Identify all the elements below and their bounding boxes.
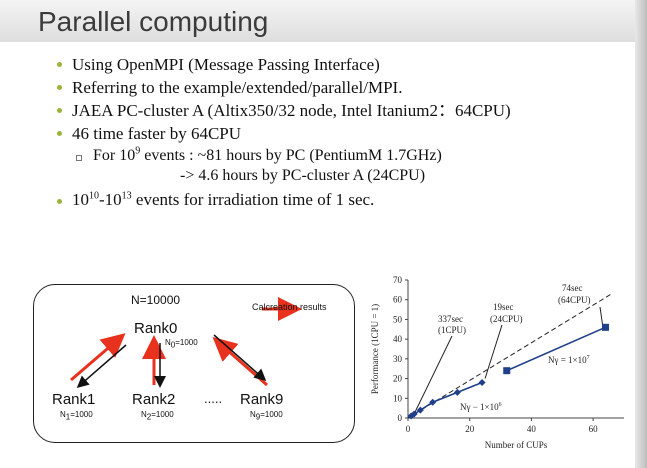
leader-24cpu bbox=[484, 324, 503, 379]
rank0-count: N0=1000 bbox=[165, 338, 198, 350]
sub-bullet-marker bbox=[76, 155, 82, 161]
y-tick-label: 10 bbox=[393, 393, 403, 403]
x-tick-label: 40 bbox=[527, 424, 537, 434]
sub-bullet-rest: events : ~81 hours by PC (PentiumM 1.7GH… bbox=[140, 147, 442, 164]
diagram-arrows bbox=[70, 297, 302, 388]
rank1-count: N1=1000 bbox=[60, 410, 93, 422]
y-tick-label: 50 bbox=[393, 314, 403, 324]
y-tick-label: 60 bbox=[393, 295, 403, 305]
rank9-n-val: =1000 bbox=[260, 410, 283, 419]
window-edge bbox=[635, 0, 647, 468]
bullet-marker bbox=[57, 199, 62, 204]
rank0-n-val: =1000 bbox=[175, 338, 198, 347]
rank1-n: N bbox=[60, 410, 66, 419]
bullet-marker bbox=[57, 131, 62, 136]
bullet-marker bbox=[57, 85, 62, 90]
arrow-rank0-to-rank1 bbox=[76, 344, 127, 388]
series-line-2 bbox=[506, 326, 606, 372]
bullet-5: 1010-1013 events for irradiation time of… bbox=[72, 190, 374, 210]
rank0-n-sub: 0 bbox=[170, 340, 176, 350]
slide-title: Parallel computing bbox=[38, 6, 269, 37]
range-end-exp: 13 bbox=[121, 190, 132, 202]
series-point bbox=[453, 388, 461, 396]
rank2-n-sub: 2 bbox=[146, 412, 152, 422]
leader-64cpu bbox=[599, 306, 603, 325]
y-axis-label: Performance (1CPU = 1) bbox=[370, 304, 380, 394]
sub-bullet-line2: -> 4.6 hours by PC-cluster A (24CPU) bbox=[180, 167, 426, 184]
bullet-2: Referring to the example/extended/parall… bbox=[72, 78, 403, 97]
x-tick-label: 20 bbox=[465, 424, 475, 434]
annotation-74sec: 74sec bbox=[562, 283, 583, 293]
bullet-5-rest: events for irradiation time of 1 sec. bbox=[131, 190, 375, 209]
range-start: 10 bbox=[72, 190, 89, 209]
leader-1cpu bbox=[414, 335, 453, 413]
y-tick-label: 70 bbox=[393, 275, 403, 285]
series-point bbox=[407, 412, 415, 420]
rank9-n-sub: 9 bbox=[255, 412, 261, 422]
bullet-4: 46 time faster by 64CPU bbox=[72, 124, 242, 143]
annotation-24cpu: (24CPU) bbox=[490, 314, 523, 324]
bullet-1: Using OpenMPI (Message Passing Interface… bbox=[72, 55, 380, 74]
series-point bbox=[429, 398, 437, 406]
y-tick-label: 30 bbox=[393, 354, 403, 364]
bullet-3: JAEA PC-cluster A (Altix350/32 node, Int… bbox=[72, 101, 511, 120]
title-bar bbox=[0, 0, 647, 42]
chart-svg: 0 10 20 30 40 50 60 70 0 20 40 60 Number of CUPs Perf… bbox=[370, 275, 624, 450]
rank9-count: N9=1000 bbox=[250, 410, 283, 422]
performance-chart: 0 10 20 30 40 50 60 70 0 20 40 60 Number of CUPs Perf… bbox=[362, 270, 632, 460]
arrow-rank0-to-rank9 bbox=[213, 334, 267, 381]
sub-bullet-prefix: For 10 bbox=[93, 147, 136, 164]
series-point bbox=[503, 367, 511, 375]
annotation-64cpu: (64CPU) bbox=[558, 295, 591, 305]
rank1-n-sub: 1 bbox=[65, 412, 71, 422]
mpi-rank-diagram: N=10000 Calcreation results Rank0 N0=100… bbox=[33, 284, 355, 443]
legend-text: Calcreation results bbox=[252, 302, 327, 312]
x-tick-label: 60 bbox=[589, 424, 599, 434]
series-point bbox=[416, 406, 424, 414]
annotation-19sec: 19sec bbox=[493, 302, 514, 312]
rank9-label: Rank9 bbox=[240, 391, 284, 408]
rank1-n-val: =1000 bbox=[70, 410, 93, 419]
range-end: -10 bbox=[99, 190, 122, 209]
rank2-label: Rank2 bbox=[132, 391, 176, 408]
rank2-count: N2=1000 bbox=[141, 410, 174, 422]
series-point bbox=[601, 323, 609, 331]
sub-bullet-exp: 9 bbox=[135, 145, 141, 157]
series-point bbox=[410, 410, 418, 418]
y-tick-label: 20 bbox=[393, 374, 403, 384]
arrow-rank9-to-rank0 bbox=[212, 337, 268, 387]
ellipsis: ..... bbox=[204, 391, 223, 406]
x-tick-label: 0 bbox=[406, 424, 411, 434]
bullet-marker bbox=[57, 62, 62, 67]
rank0-label: Rank0 bbox=[134, 320, 178, 337]
rank2-n-val: =1000 bbox=[151, 410, 174, 419]
rank0-n: N bbox=[165, 338, 171, 347]
y-tick-label: 40 bbox=[393, 334, 403, 344]
annotation-1cpu: (1CPU) bbox=[438, 325, 466, 335]
sub-bullet-1: For 109 events : ~81 hours by PC (Pentiu… bbox=[93, 146, 442, 166]
y-tick-label: 0 bbox=[398, 413, 403, 423]
series-label-1e6: Nγ − 1×106 bbox=[460, 402, 502, 412]
bullet-marker bbox=[57, 108, 62, 113]
total-events: N=10000 bbox=[131, 293, 181, 307]
annotation-337sec: 337sec bbox=[438, 314, 463, 324]
rank9-n: N bbox=[250, 410, 256, 419]
x-axis-label: Number of CUPs bbox=[485, 440, 548, 450]
series-point bbox=[478, 379, 486, 387]
rank1-label: Rank1 bbox=[52, 391, 96, 408]
range-start-exp: 10 bbox=[89, 190, 99, 202]
arrow-rank1-to-rank0 bbox=[70, 333, 126, 382]
series-label-1e7: Nγ = 1×107 bbox=[548, 355, 590, 365]
rank2-n: N bbox=[141, 410, 147, 419]
